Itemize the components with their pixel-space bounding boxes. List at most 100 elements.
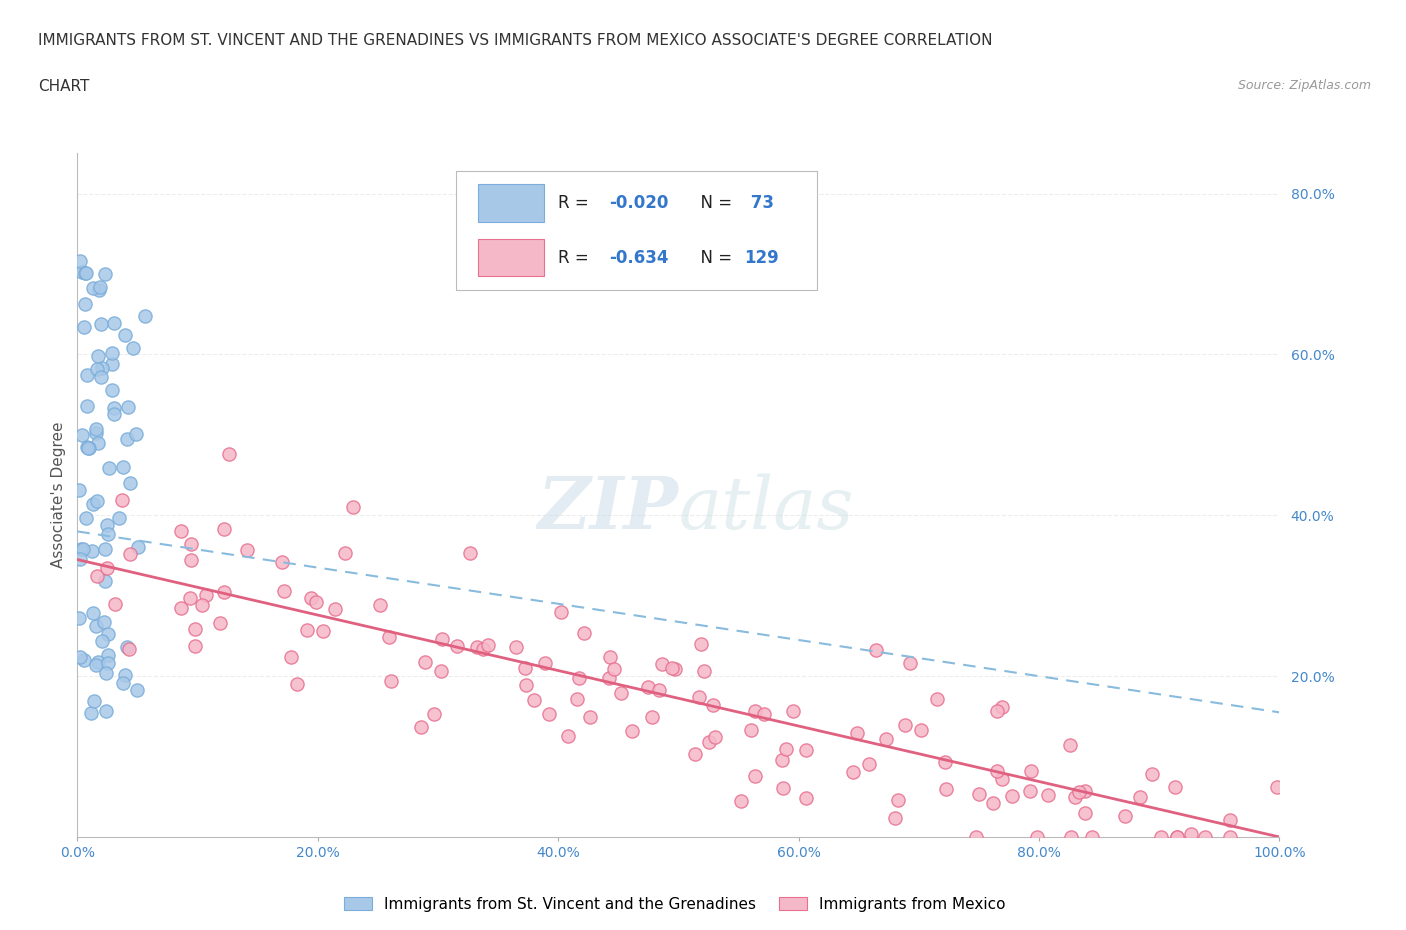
Point — [94, 665, 117, 680]
Point — [323, 602, 346, 617]
Point — [986, 704, 1008, 719]
Point — [218, 446, 240, 461]
Point — [108, 511, 131, 525]
Point — [124, 427, 146, 442]
Point — [82, 605, 104, 620]
Point — [69, 650, 91, 665]
Point — [1025, 830, 1047, 844]
Point — [91, 634, 114, 649]
Point — [180, 537, 202, 551]
Point — [101, 383, 124, 398]
Point — [73, 320, 96, 335]
Point — [271, 555, 294, 570]
Point — [770, 753, 793, 768]
Point — [621, 724, 644, 739]
Point — [651, 657, 673, 671]
Text: 129: 129 — [745, 249, 779, 267]
Point — [572, 626, 595, 641]
Point — [515, 678, 537, 693]
Point — [87, 349, 110, 364]
Point — [1074, 784, 1097, 799]
Point — [883, 811, 905, 826]
Point — [86, 494, 108, 509]
Point — [86, 361, 108, 376]
Point — [1180, 826, 1202, 841]
Point — [96, 561, 118, 576]
Point — [610, 685, 633, 700]
Point — [430, 631, 453, 646]
Point — [134, 309, 156, 324]
Point — [875, 732, 897, 747]
Text: Source: ZipAtlas.com: Source: ZipAtlas.com — [1237, 79, 1371, 92]
Point — [97, 647, 120, 662]
Point — [184, 638, 207, 653]
Point — [73, 265, 96, 280]
Point — [87, 436, 110, 451]
Point — [446, 639, 468, 654]
Point — [430, 663, 453, 678]
Point — [865, 643, 887, 658]
Point — [69, 552, 91, 567]
Point — [82, 281, 104, 296]
Point — [76, 439, 98, 454]
Point — [312, 623, 335, 638]
Point — [477, 637, 499, 652]
Point — [981, 796, 1004, 811]
Point — [990, 772, 1012, 787]
Point — [744, 769, 766, 784]
Point — [910, 723, 932, 737]
Point — [368, 597, 391, 612]
Point — [704, 729, 727, 744]
Point — [935, 782, 957, 797]
Point — [1219, 830, 1241, 844]
Point — [1129, 790, 1152, 804]
Point — [87, 283, 110, 298]
Point — [97, 626, 120, 641]
Point — [1140, 766, 1163, 781]
Point — [70, 427, 93, 442]
Point — [534, 655, 557, 670]
Point — [73, 653, 96, 668]
Point — [775, 742, 797, 757]
Point — [557, 728, 579, 743]
Point — [117, 399, 139, 414]
Point — [1019, 784, 1042, 799]
Point — [991, 699, 1014, 714]
Point — [76, 399, 98, 414]
Point — [794, 742, 817, 757]
Point — [89, 279, 111, 294]
Point — [664, 661, 686, 676]
Point — [86, 658, 108, 672]
Point — [1021, 764, 1043, 778]
Point — [79, 441, 101, 456]
Point — [1036, 787, 1059, 802]
Point — [72, 542, 94, 557]
Point — [411, 720, 433, 735]
Point — [603, 662, 626, 677]
Bar — [478, 184, 544, 222]
Point — [101, 346, 124, 361]
Point — [472, 642, 495, 657]
Point — [934, 754, 956, 769]
Point — [515, 661, 537, 676]
Point — [523, 692, 546, 707]
Point — [101, 356, 124, 371]
Point — [505, 639, 527, 654]
Point — [90, 316, 112, 331]
Point — [125, 683, 148, 698]
Point — [84, 425, 107, 440]
Point — [90, 369, 112, 384]
Point — [637, 680, 659, 695]
Point — [378, 630, 401, 644]
Point — [94, 704, 117, 719]
Text: atlas: atlas — [679, 473, 853, 544]
Point — [965, 830, 987, 844]
Text: N =: N = — [690, 194, 738, 212]
Point — [86, 568, 108, 583]
Point — [194, 587, 217, 602]
Point — [69, 254, 91, 269]
Point — [730, 794, 752, 809]
Text: IMMIGRANTS FROM ST. VINCENT AND THE GRENADINES VS IMMIGRANTS FROM MEXICO ASSOCIA: IMMIGRANTS FROM ST. VINCENT AND THE GREN… — [38, 33, 993, 47]
Point — [1166, 830, 1188, 844]
Point — [299, 591, 322, 605]
